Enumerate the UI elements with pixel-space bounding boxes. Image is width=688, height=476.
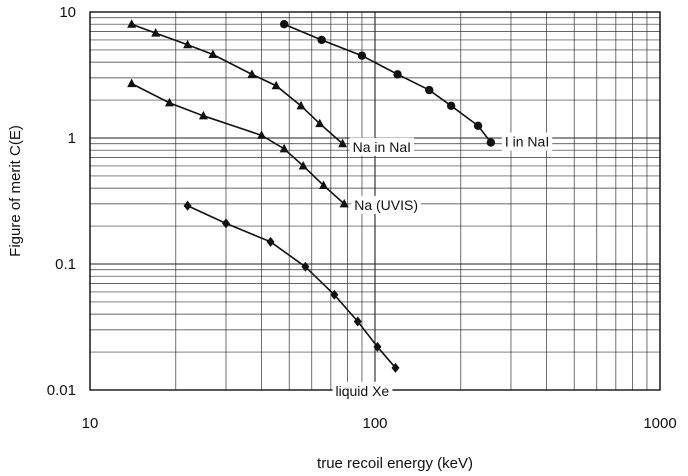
series-label: liquid Xe: [335, 383, 389, 399]
y-tick-label: 1: [68, 130, 76, 147]
data-point: [393, 70, 402, 79]
data-point: [315, 118, 325, 128]
series-label-group: Na in NaI: [349, 137, 415, 156]
data-point: [373, 341, 382, 352]
series-label-background: [349, 137, 415, 156]
data-point: [164, 97, 174, 107]
series-label-background: [332, 381, 393, 400]
x-tick-label: 1000: [643, 415, 676, 432]
data-point: [279, 143, 289, 153]
series-2: [127, 78, 349, 208]
data-point: [208, 49, 218, 58]
data-point: [317, 35, 326, 45]
grid: [89, 11, 661, 391]
y-tick-label: 10: [59, 4, 76, 21]
data-point: [338, 138, 348, 148]
x-tick-label: 100: [362, 415, 387, 432]
data-point: [279, 20, 289, 29]
data-point: [247, 69, 257, 78]
y-tick-label: 0.01: [47, 382, 76, 399]
series-0: [279, 20, 496, 147]
series-line: [131, 82, 345, 205]
x-tick-label: 10: [82, 415, 99, 432]
data-point: [298, 160, 308, 170]
series-label: Na in NaI: [353, 139, 411, 155]
data-point: [127, 78, 137, 88]
series-label-background: [351, 195, 422, 214]
data-point: [425, 85, 434, 95]
x-axis-title: true recoil energy (keV): [317, 455, 473, 472]
data-point: [319, 180, 329, 189]
data-point: [266, 236, 275, 247]
data-point: [330, 289, 339, 300]
series-layer: [127, 19, 496, 373]
data-point: [339, 198, 349, 208]
data-point: [198, 110, 208, 120]
data-point: [127, 19, 137, 28]
series-label-background: [501, 132, 553, 151]
data-point: [486, 138, 496, 147]
tick-labels: 10 100 1000 0.01 0.1 1 10: [47, 4, 677, 432]
data-point: [446, 101, 456, 111]
data-point: [151, 28, 161, 37]
series-label: I in NaI: [505, 134, 549, 150]
data-point: [183, 200, 192, 211]
series-line: [187, 205, 397, 369]
series-3: [183, 200, 400, 373]
series-label-group: liquid Xe: [332, 381, 393, 400]
data-point: [257, 130, 267, 139]
data-point: [271, 80, 281, 90]
data-point: [301, 261, 310, 272]
series-line: [283, 23, 492, 144]
series-1: [127, 19, 348, 148]
data-point: [473, 121, 483, 130]
data-point: [353, 316, 362, 327]
series-label-group: Na (UVIS): [351, 195, 422, 214]
series-line: [131, 23, 344, 145]
data-point: [221, 218, 230, 229]
series-label: Na (UVIS): [354, 197, 418, 213]
series-labels: I in NaI Na in NaI Na (UVIS) liquid Xe: [332, 132, 553, 400]
data-point: [183, 39, 193, 49]
y-axis-title: Figure of merit C(E): [7, 125, 24, 257]
data-point: [391, 362, 400, 373]
data-point: [357, 51, 367, 60]
data-point: [296, 100, 306, 110]
series-label-group: I in NaI: [501, 132, 553, 151]
y-tick-label: 0.1: [55, 256, 76, 273]
